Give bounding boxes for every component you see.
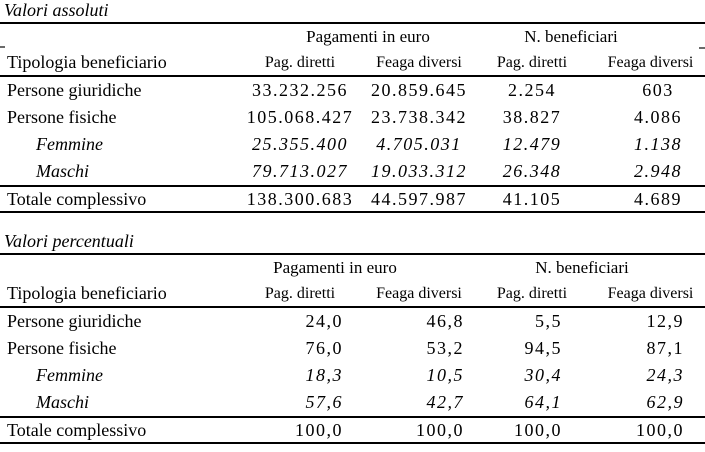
table-cell: 57,6 xyxy=(305,392,343,412)
table-title-valori-percentuali: Valori percentuali xyxy=(0,231,705,255)
table-row-persone-giuridiche: Persone giuridiche 24,0 46,8 5,5 12,9 xyxy=(0,308,705,335)
table-row-femmine: Femmine 25.355.400 4.705.031 12.479 1.13… xyxy=(0,131,705,158)
table-row-persone-fisiche: Persone fisiche 105.068.427 23.738.342 3… xyxy=(0,104,705,131)
subheader-row: Tipologia beneficiario Pag. diretti Feag… xyxy=(0,50,705,77)
table-row-totale-complessivo: Totale complessivo 100,0 100,0 100,0 100… xyxy=(0,416,705,444)
table-row-femmine: Femmine 18,3 10,5 30,4 24,3 xyxy=(0,362,705,389)
row-label: Persone fisiche xyxy=(7,338,117,358)
row-label: Totale complessivo xyxy=(7,419,147,440)
subheader-pag-diretti-euro: Pag. diretti xyxy=(264,53,336,71)
table-cell: 33.232.256 xyxy=(252,80,348,100)
table-cell: 10,5 xyxy=(426,365,464,385)
subheader-feaga-diversi-euro: Feaga diversi xyxy=(376,284,462,302)
row-label: Femmine xyxy=(36,134,103,154)
column-group-pagamenti-in-euro: Pagamenti in euro xyxy=(306,27,430,46)
table-cell: 1.138 xyxy=(634,134,682,154)
column-group-pagamenti-in-euro: Pagamenti in euro xyxy=(273,258,397,277)
table-cell: 20.859.645 xyxy=(371,80,467,100)
table-cell: 105.068.427 xyxy=(246,107,354,127)
table-cell: 12.479 xyxy=(502,134,562,154)
subheader-feaga-diversi-euro: Feaga diversi xyxy=(376,53,462,71)
table-cell: 19.033.312 xyxy=(371,161,467,181)
table-row-totale-complessivo: Totale complessivo 138.300.683 44.597.98… xyxy=(0,185,705,213)
scan-artifact-dash-left xyxy=(0,46,5,48)
table-cell: 4.086 xyxy=(634,107,682,127)
table-cell: 42,7 xyxy=(426,392,464,412)
table-cell: 87,1 xyxy=(646,338,684,358)
table-cell: 24,3 xyxy=(646,365,684,385)
table-cell: 64,1 xyxy=(524,392,562,412)
table-row-persone-fisiche: Persone fisiche 76,0 53,2 94,5 87,1 xyxy=(0,335,705,362)
subheader-feaga-diversi-benef: Feaga diversi xyxy=(607,53,694,71)
table-cell: 38.827 xyxy=(502,107,562,127)
table-cell: 76,0 xyxy=(305,338,343,358)
subheader-row: Tipologia beneficiario Pag. diretti Feag… xyxy=(0,281,705,308)
row-label: Persone giuridiche xyxy=(7,311,142,331)
subheader-feaga-diversi-benef: Feaga diversi xyxy=(607,284,694,302)
table-row-persone-giuridiche: Persone giuridiche 33.232.256 20.859.645… xyxy=(0,77,705,104)
table-cell: 12,9 xyxy=(646,311,684,331)
table-cell: 94,5 xyxy=(524,338,562,358)
subheader-pag-diretti-benef: Pag. diretti xyxy=(496,53,568,71)
table-valori-assoluti: Valori assoluti Pagamenti in euro N. ben… xyxy=(0,0,705,213)
table-cell: 79.713.027 xyxy=(252,161,348,181)
scan-artifact-dash-right xyxy=(699,47,705,49)
row-label: Totale complessivo xyxy=(7,188,147,209)
row-label: Femmine xyxy=(36,365,103,385)
column-group-n-beneficiari: N. beneficiari xyxy=(524,27,618,46)
table-cell: 62,9 xyxy=(646,392,684,412)
table-cell: 100,0 xyxy=(636,419,684,440)
subheader-pag-diretti-euro: Pag. diretti xyxy=(264,284,336,302)
table-cell: 5,5 xyxy=(535,311,562,331)
table-row-maschi: Maschi 79.713.027 19.033.312 26.348 2.94… xyxy=(0,158,705,185)
table-cell: 138.300.683 xyxy=(246,188,354,209)
table-cell: 24,0 xyxy=(305,311,343,331)
table-cell: 2.948 xyxy=(634,161,682,181)
table-cell: 100,0 xyxy=(514,419,562,440)
table-title-valori-assoluti: Valori assoluti xyxy=(0,0,705,24)
table-cell: 603 xyxy=(642,80,674,100)
row-header-tipologia: Tipologia beneficiario xyxy=(7,283,167,303)
table-cell: 53,2 xyxy=(426,338,464,358)
table-cell: 41.105 xyxy=(502,188,562,209)
table-cell: 100,0 xyxy=(416,419,464,440)
table-cell: 30,4 xyxy=(524,365,562,385)
row-label: Maschi xyxy=(36,392,89,412)
table-cell: 2.254 xyxy=(508,80,556,100)
table-cell: 23.738.342 xyxy=(371,107,467,127)
table-cell: 44.597.987 xyxy=(371,188,467,209)
column-group-header-row: Pagamenti in euro N. beneficiari xyxy=(0,255,705,281)
table-cell: 18,3 xyxy=(305,365,343,385)
row-header-tipologia: Tipologia beneficiario xyxy=(7,52,167,72)
table-cell: 26.348 xyxy=(502,161,562,181)
table-row-maschi: Maschi 57,6 42,7 64,1 62,9 xyxy=(0,389,705,416)
table-cell: 46,8 xyxy=(426,311,464,331)
column-group-header-row: Pagamenti in euro N. beneficiari xyxy=(0,24,705,50)
table-cell: 4.705.031 xyxy=(376,134,462,154)
subheader-pag-diretti-benef: Pag. diretti xyxy=(496,284,568,302)
row-label: Persone fisiche xyxy=(7,107,117,127)
column-group-n-beneficiari: N. beneficiari xyxy=(535,258,629,277)
table-cell: 25.355.400 xyxy=(252,134,348,154)
table-cell: 100,0 xyxy=(295,419,343,440)
table-valori-percentuali: Valori percentuali Pagamenti in euro N. … xyxy=(0,231,705,444)
row-label: Maschi xyxy=(36,161,89,181)
table-cell: 4.689 xyxy=(634,188,682,209)
row-label: Persone giuridiche xyxy=(7,80,142,100)
